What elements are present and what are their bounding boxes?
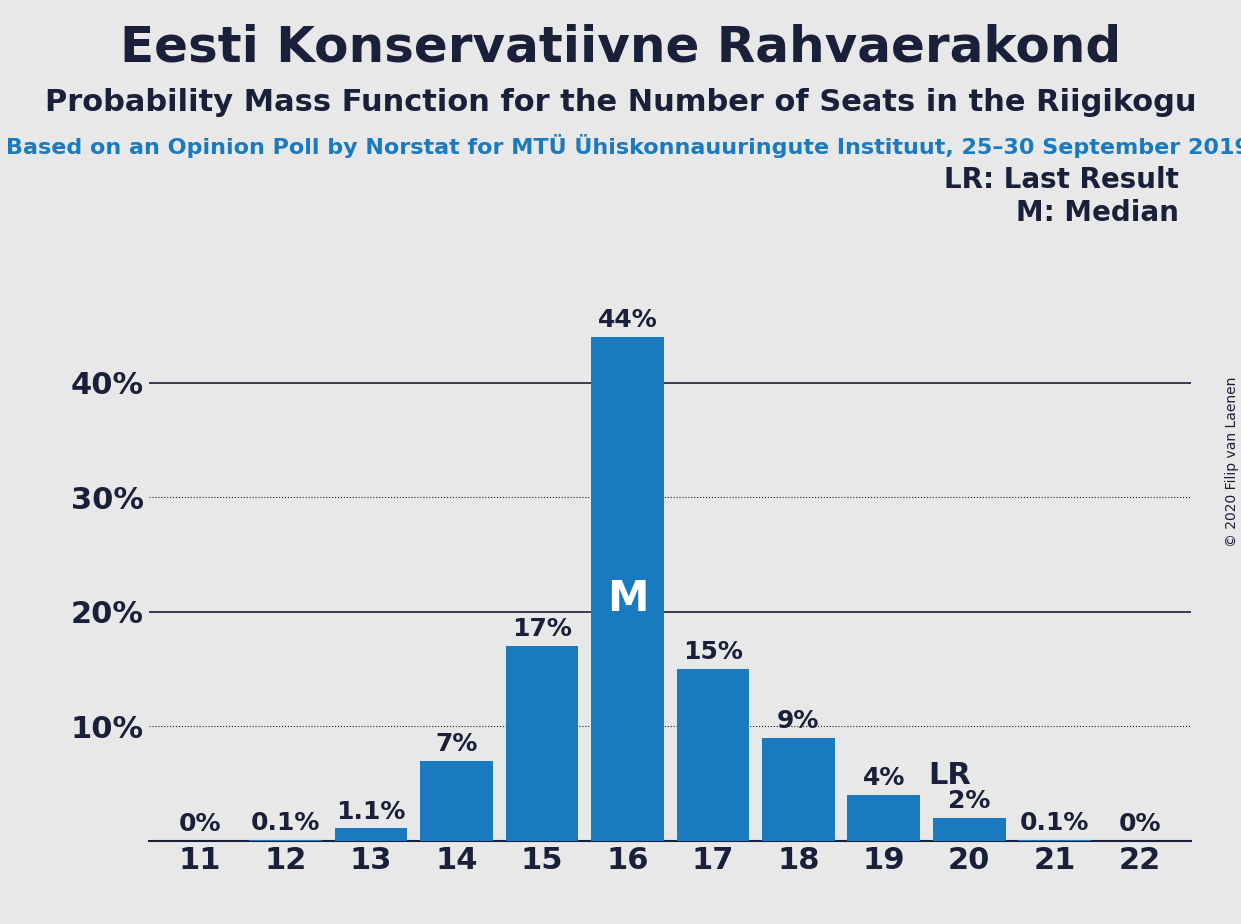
Bar — [1019, 840, 1091, 841]
Text: Probability Mass Function for the Number of Seats in the Riigikogu: Probability Mass Function for the Number… — [45, 88, 1196, 116]
Bar — [505, 646, 578, 841]
Bar — [421, 760, 493, 841]
Text: Based on an Opinion Poll by Norstat for MTÜ Ühiskonnauuringute Instituut, 25–30 : Based on an Opinion Poll by Norstat for … — [6, 134, 1241, 158]
Text: 9%: 9% — [777, 709, 819, 733]
Bar — [249, 840, 321, 841]
Text: LR: Last Result: LR: Last Result — [944, 166, 1179, 194]
Text: 7%: 7% — [436, 732, 478, 756]
Bar — [676, 669, 750, 841]
Text: 1.1%: 1.1% — [336, 799, 406, 823]
Bar — [591, 336, 664, 841]
Text: M: Median: M: Median — [1016, 199, 1179, 226]
Text: 4%: 4% — [862, 766, 905, 790]
Bar — [762, 737, 835, 841]
Text: LR: LR — [928, 761, 970, 790]
Bar — [335, 828, 407, 841]
Bar — [933, 818, 1005, 841]
Text: 17%: 17% — [513, 617, 572, 641]
Text: 0%: 0% — [179, 812, 221, 836]
Text: 0.1%: 0.1% — [251, 811, 320, 835]
Text: 0.1%: 0.1% — [1020, 811, 1090, 835]
Bar — [848, 795, 920, 841]
Text: 0%: 0% — [1119, 812, 1162, 836]
Text: © 2020 Filip van Laenen: © 2020 Filip van Laenen — [1225, 377, 1239, 547]
Text: Eesti Konservatiivne Rahvaerakond: Eesti Konservatiivne Rahvaerakond — [120, 23, 1121, 71]
Text: 44%: 44% — [598, 308, 658, 332]
Text: 2%: 2% — [948, 789, 990, 813]
Text: M: M — [607, 578, 648, 620]
Text: 15%: 15% — [683, 640, 743, 664]
